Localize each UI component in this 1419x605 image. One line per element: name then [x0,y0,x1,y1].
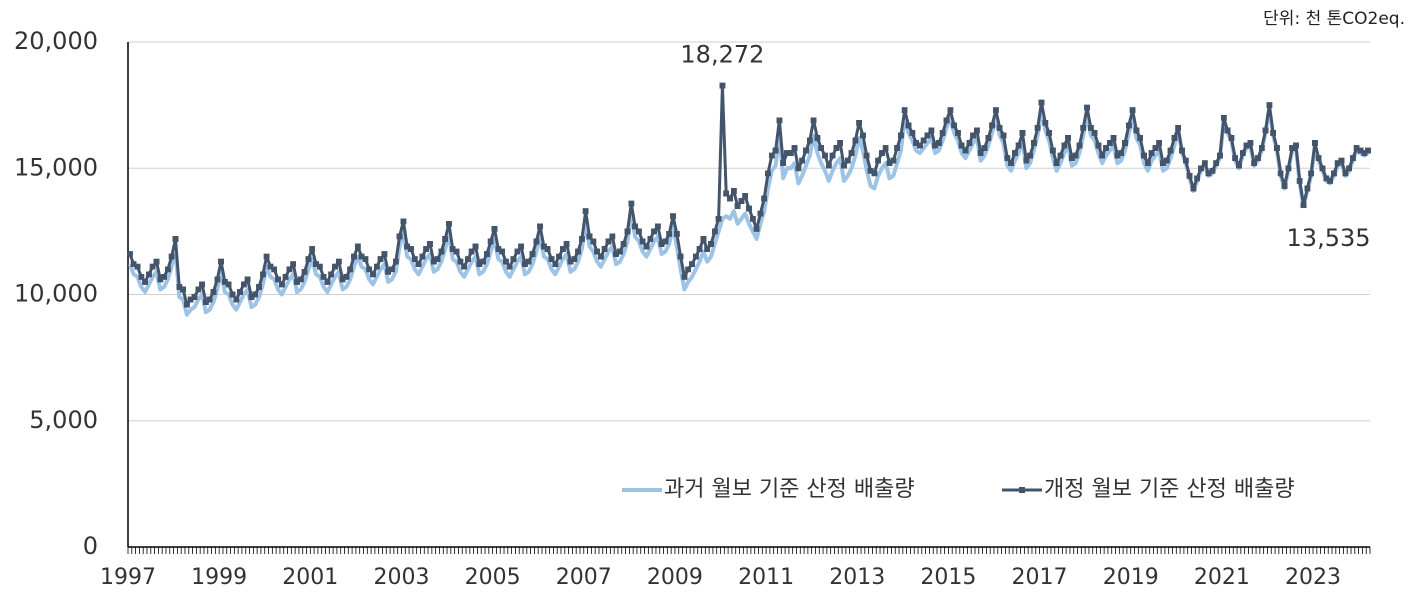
data-label: 18,272 [680,41,764,69]
y-tick-label: 10,000 [14,280,98,308]
y-tick-label: 5,000 [29,406,98,434]
x-tick-label: 2023 [1285,565,1341,590]
x-tick-label: 2013 [829,565,885,590]
legend-label: 과거 월보 기준 산정 배출량 [664,477,915,502]
legend-label: 개정 월보 기준 산정 배출량 [1044,477,1295,502]
x-tick-label: 2001 [282,565,338,590]
x-tick-label: 2003 [373,565,429,590]
series-line [126,82,1372,308]
y-tick-label: 0 [83,532,98,560]
unit-label: 단위: 천 톤CO2eq. [1263,9,1405,29]
x-tick-label: 2019 [1103,565,1159,590]
x-tick-label: 2021 [1194,565,1250,590]
x-tick-label: 2015 [920,565,976,590]
x-tick-label: 2017 [1012,565,1068,590]
x-tick-label: 1997 [100,565,156,590]
x-tick-label: 1999 [191,565,247,590]
y-tick-label: 15,000 [14,153,98,181]
x-tick-label: 2005 [465,565,521,590]
x-tick-label: 2011 [738,565,794,590]
x-tick-label: 2007 [556,565,612,590]
y-tick-label: 20,000 [14,27,98,55]
x-tick-label: 2009 [647,565,703,590]
data-label: 13,535 [1287,224,1371,252]
legend-marker [1019,487,1025,493]
